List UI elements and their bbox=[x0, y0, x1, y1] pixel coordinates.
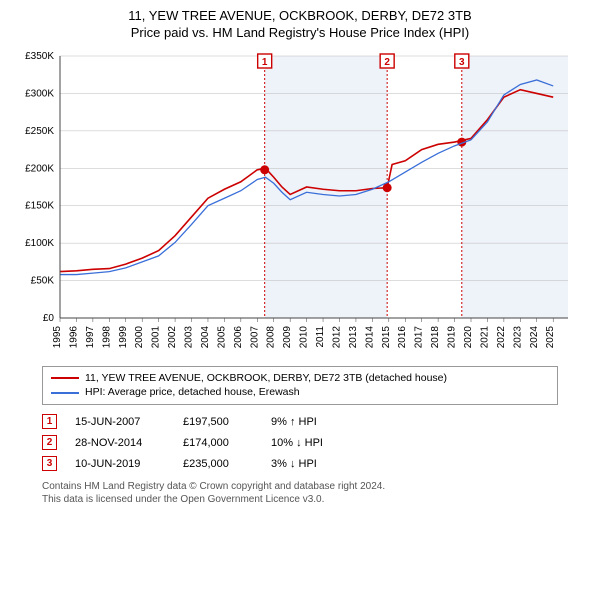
svg-text:2020: 2020 bbox=[463, 325, 474, 348]
svg-text:2010: 2010 bbox=[299, 325, 310, 348]
svg-text:2024: 2024 bbox=[529, 325, 540, 348]
transaction-price: £235,000 bbox=[183, 458, 253, 470]
svg-text:2022: 2022 bbox=[496, 325, 507, 348]
svg-text:2002: 2002 bbox=[167, 325, 178, 348]
legend-row-2: HPI: Average price, detached house, Erew… bbox=[51, 385, 549, 400]
transaction-delta: 10% ↓ HPI bbox=[271, 437, 323, 449]
svg-text:2001: 2001 bbox=[151, 325, 162, 348]
footer-line-2: This data is licensed under the Open Gov… bbox=[42, 493, 558, 506]
chart-title: 11, YEW TREE AVENUE, OCKBROOK, DERBY, DE… bbox=[12, 8, 588, 42]
svg-text:£150K: £150K bbox=[25, 200, 54, 211]
transaction-marker: 3 bbox=[42, 456, 57, 471]
transaction-price: £197,500 bbox=[183, 416, 253, 428]
svg-text:2015: 2015 bbox=[381, 325, 392, 348]
transaction-date: 28-NOV-2014 bbox=[75, 437, 165, 449]
svg-text:£50K: £50K bbox=[31, 275, 55, 286]
chart-plot: £0 £50K £100K £150K £200K £250K £300K £350K 1995… bbox=[12, 48, 588, 358]
title-line-1: 11, YEW TREE AVENUE, OCKBROOK, DERBY, DE… bbox=[12, 8, 588, 25]
legend: 11, YEW TREE AVENUE, OCKBROOK, DERBY, DE… bbox=[42, 366, 558, 405]
svg-text:2007: 2007 bbox=[249, 325, 260, 348]
transaction-delta: 9% ↑ HPI bbox=[271, 416, 317, 428]
svg-text:2: 2 bbox=[384, 57, 390, 68]
svg-text:2014: 2014 bbox=[364, 325, 375, 348]
svg-text:2025: 2025 bbox=[545, 325, 556, 348]
transaction-price: £174,000 bbox=[183, 437, 253, 449]
title-line-2: Price paid vs. HM Land Registry's House … bbox=[12, 25, 588, 42]
transaction-marker: 1 bbox=[42, 414, 57, 429]
svg-text:2006: 2006 bbox=[233, 325, 244, 348]
svg-text:2004: 2004 bbox=[200, 325, 211, 348]
svg-text:2016: 2016 bbox=[397, 325, 408, 348]
svg-text:1: 1 bbox=[262, 57, 268, 68]
svg-text:2008: 2008 bbox=[266, 325, 277, 348]
svg-text:2005: 2005 bbox=[216, 325, 227, 348]
svg-text:1999: 1999 bbox=[118, 325, 129, 348]
svg-text:1998: 1998 bbox=[101, 325, 112, 348]
svg-text:2013: 2013 bbox=[348, 325, 359, 348]
svg-text:2021: 2021 bbox=[479, 325, 490, 348]
svg-text:£350K: £350K bbox=[25, 51, 54, 62]
svg-text:2000: 2000 bbox=[134, 325, 145, 348]
footer: Contains HM Land Registry data © Crown c… bbox=[42, 480, 558, 506]
svg-text:2012: 2012 bbox=[331, 325, 342, 348]
legend-swatch-1 bbox=[51, 377, 79, 379]
legend-swatch-2 bbox=[51, 392, 79, 394]
transaction-date: 15-JUN-2007 bbox=[75, 416, 165, 428]
transaction-row: 2 28-NOV-2014 £174,000 10% ↓ HPI bbox=[42, 432, 558, 453]
svg-text:3: 3 bbox=[459, 57, 465, 68]
legend-row-1: 11, YEW TREE AVENUE, OCKBROOK, DERBY, DE… bbox=[51, 371, 549, 386]
svg-text:2017: 2017 bbox=[414, 325, 425, 348]
svg-text:£0: £0 bbox=[43, 313, 55, 324]
transaction-delta: 3% ↓ HPI bbox=[271, 458, 317, 470]
svg-text:1995: 1995 bbox=[52, 325, 63, 348]
svg-text:2011: 2011 bbox=[315, 325, 326, 347]
transaction-row: 1 15-JUN-2007 £197,500 9% ↑ HPI bbox=[42, 411, 558, 432]
svg-text:£300K: £300K bbox=[25, 88, 54, 99]
transaction-marker: 2 bbox=[42, 435, 57, 450]
svg-text:2003: 2003 bbox=[184, 325, 195, 348]
svg-text:1997: 1997 bbox=[85, 325, 96, 348]
svg-text:£200K: £200K bbox=[25, 163, 54, 174]
legend-label-2: HPI: Average price, detached house, Erew… bbox=[85, 385, 300, 400]
footer-line-1: Contains HM Land Registry data © Crown c… bbox=[42, 480, 558, 493]
transaction-date: 10-JUN-2019 bbox=[75, 458, 165, 470]
svg-text:£250K: £250K bbox=[25, 126, 54, 137]
transaction-table: 1 15-JUN-2007 £197,500 9% ↑ HPI 2 28-NOV-2014… bbox=[42, 411, 558, 474]
svg-text:£100K: £100K bbox=[25, 238, 54, 249]
chart-container: 11, YEW TREE AVENUE, OCKBROOK, DERBY, DE… bbox=[0, 0, 600, 514]
svg-text:2018: 2018 bbox=[430, 325, 441, 348]
legend-label-1: 11, YEW TREE AVENUE, OCKBROOK, DERBY, DE… bbox=[85, 371, 447, 386]
svg-text:2023: 2023 bbox=[512, 325, 523, 348]
svg-text:1996: 1996 bbox=[68, 325, 79, 348]
transaction-row: 3 10-JUN-2019 £235,000 3% ↓ HPI bbox=[42, 453, 558, 474]
line-chart-svg: £0 £50K £100K £150K £200K £250K £300K £350K 1995… bbox=[12, 48, 572, 358]
svg-text:2009: 2009 bbox=[282, 325, 293, 348]
svg-text:2019: 2019 bbox=[447, 325, 458, 348]
